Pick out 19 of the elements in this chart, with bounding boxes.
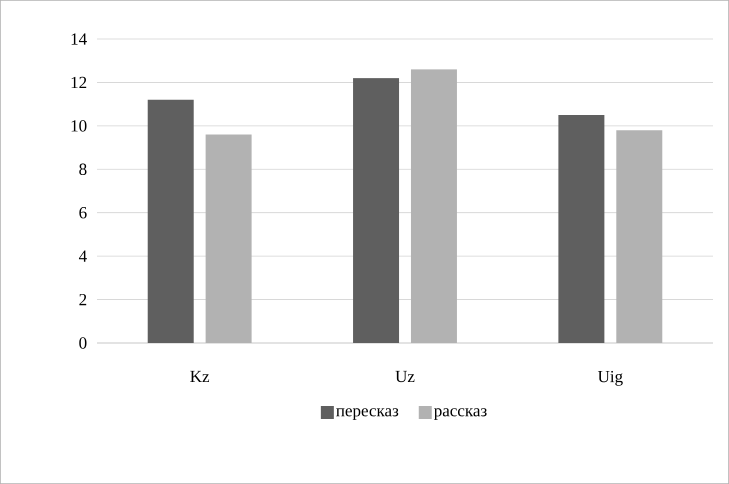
- y-tick-label: 12: [72, 76, 86, 88]
- bar: [616, 130, 662, 343]
- x-tick-label: Uig: [598, 370, 623, 386]
- y-tick-label: 14: [72, 33, 87, 45]
- y-tick-label: 2: [79, 294, 86, 306]
- bar: [558, 114, 604, 343]
- bar: [206, 134, 252, 343]
- legend-label: рассказ: [434, 408, 487, 420]
- y-tick-label: 8: [79, 164, 86, 176]
- y-tick-label: 6: [79, 207, 87, 218]
- y-tick-label: 0: [79, 337, 86, 349]
- bar: [353, 78, 400, 343]
- legend-label: пересказ: [336, 408, 398, 420]
- y-tick-label: 4: [78, 250, 87, 262]
- y-tick-label: 10: [72, 120, 86, 132]
- x-tick-label: Kz: [190, 370, 210, 382]
- bar: [148, 100, 194, 343]
- x-tick-label: Uz: [395, 370, 414, 382]
- bar: [410, 69, 457, 343]
